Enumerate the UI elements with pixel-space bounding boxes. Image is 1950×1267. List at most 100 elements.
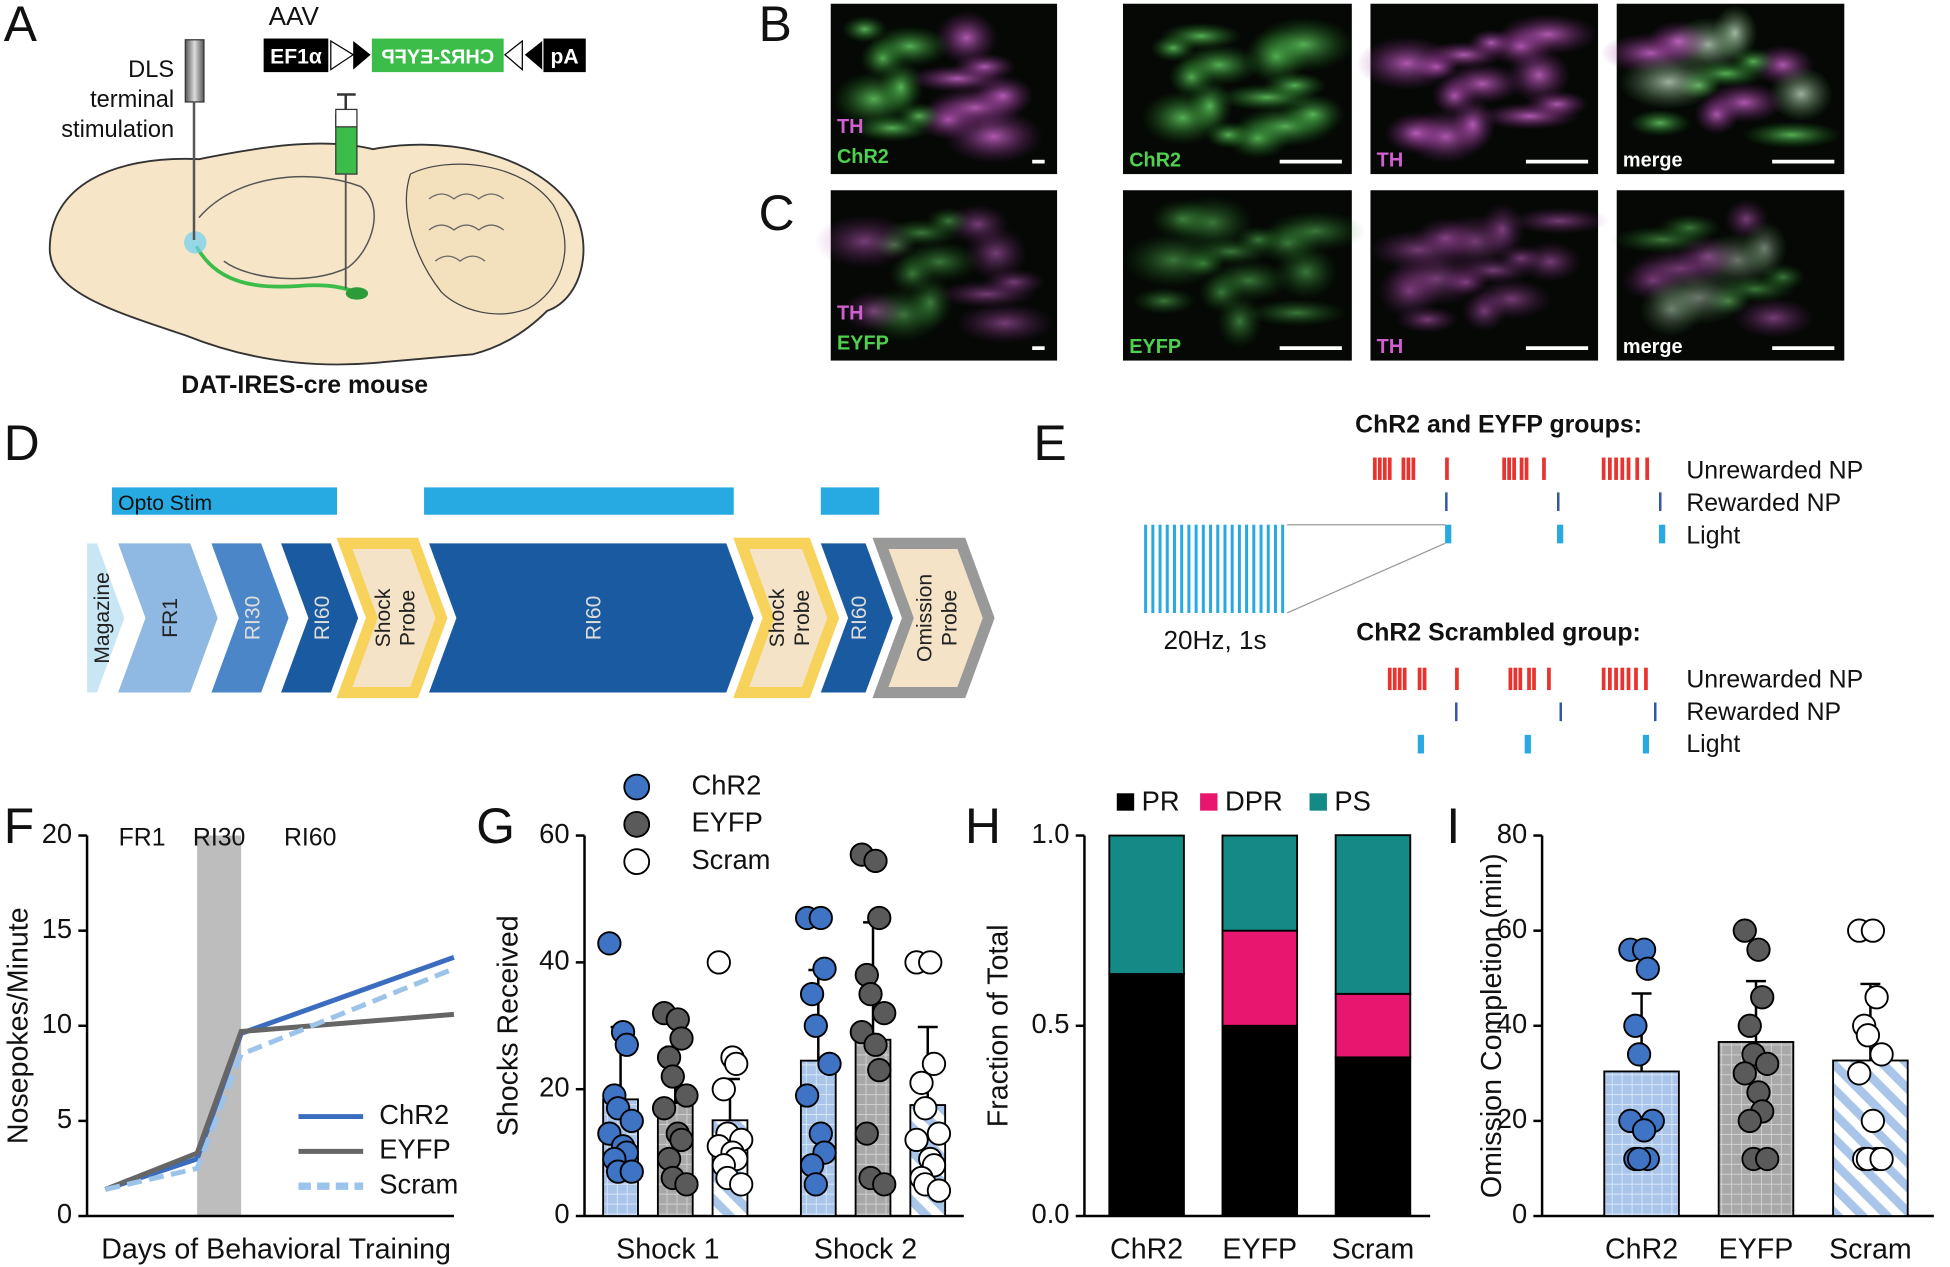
data-point bbox=[817, 1051, 842, 1076]
rewarded-np bbox=[1658, 492, 1662, 512]
phase-shade bbox=[197, 835, 242, 1217]
legend-label: ChR2 bbox=[691, 769, 761, 800]
stage-label: Probe bbox=[938, 590, 961, 646]
data-point bbox=[863, 1032, 888, 1057]
data-point bbox=[808, 905, 833, 931]
fluorescence bbox=[896, 102, 942, 130]
brain-structure bbox=[198, 175, 375, 280]
group-title: ChR2 and EYFP groups: bbox=[1355, 411, 1642, 439]
syringe-barrel-top bbox=[335, 108, 358, 128]
data-point bbox=[1869, 1146, 1894, 1172]
panel-letter: C bbox=[759, 185, 795, 241]
data-point bbox=[799, 981, 825, 1007]
fluorescence bbox=[1280, 94, 1345, 135]
promoter-label: EF1α bbox=[270, 45, 322, 68]
light-pulse bbox=[1658, 524, 1666, 544]
burst-pulse bbox=[1209, 524, 1213, 613]
channel-label: merge bbox=[1623, 150, 1683, 172]
data-point bbox=[1746, 937, 1771, 962]
fluorescence bbox=[842, 290, 906, 332]
lox-site bbox=[503, 39, 523, 71]
rewarded-np bbox=[1557, 492, 1560, 512]
unrewarded-np bbox=[1377, 457, 1382, 480]
row-label: Light bbox=[1686, 521, 1740, 549]
fluorescence bbox=[971, 75, 1035, 117]
data-point bbox=[706, 950, 731, 975]
insert-label: CHR2-EYFP bbox=[381, 46, 494, 68]
fluorescence bbox=[814, 214, 915, 269]
burst-pulse bbox=[1216, 524, 1220, 613]
fluorescence bbox=[1618, 54, 1720, 110]
polya-label: pA bbox=[551, 45, 579, 68]
legend-label: EYFP bbox=[691, 807, 762, 838]
data-point bbox=[926, 1178, 952, 1203]
light-pulse bbox=[1417, 734, 1424, 754]
phase-label: FR1 bbox=[119, 823, 166, 851]
fluorescence bbox=[982, 268, 1046, 296]
stage-label: Probe bbox=[791, 590, 814, 646]
panel-letter: I bbox=[1446, 798, 1460, 854]
overview-label: EYFP bbox=[837, 332, 889, 354]
channel-label: TH bbox=[1377, 336, 1404, 358]
unrewarded-np bbox=[1513, 667, 1518, 691]
fluorescence bbox=[1732, 297, 1815, 339]
fluorescence bbox=[1769, 66, 1833, 122]
x-tick-label: Shock 1 bbox=[616, 1233, 719, 1265]
data-point bbox=[913, 1096, 938, 1121]
data-point bbox=[1732, 918, 1757, 943]
panel-letter: D bbox=[4, 415, 40, 471]
fluorescence bbox=[1648, 270, 1749, 325]
micrographs: TH ChR2 ChR2 TH merge TH EYFP EYFP TH merge bbox=[814, 3, 1845, 361]
rewarded-np bbox=[1445, 492, 1448, 512]
channel-label: ChR2 bbox=[1129, 150, 1181, 172]
data-point bbox=[1869, 1042, 1894, 1067]
data-point bbox=[1847, 1061, 1872, 1086]
data-point bbox=[872, 1172, 897, 1197]
fluorescence bbox=[1497, 244, 1544, 273]
burst-pulse bbox=[1172, 524, 1176, 613]
unrewarded-np bbox=[1372, 457, 1377, 480]
y-axis-label: Nosepokes/Minute bbox=[2, 907, 34, 1144]
group-title: ChR2 Scrambled group: bbox=[1356, 618, 1641, 646]
stage-label: RI30 bbox=[241, 596, 264, 641]
fluorescence bbox=[1122, 232, 1224, 288]
data-point bbox=[872, 1000, 897, 1026]
phase-label: RI60 bbox=[284, 823, 337, 851]
unrewarded-np bbox=[1608, 667, 1612, 691]
panel-letter: A bbox=[4, 0, 38, 52]
panel-letter: G bbox=[476, 798, 515, 854]
y-tick-label: 0.5 bbox=[1031, 1008, 1069, 1039]
data-point bbox=[918, 950, 943, 975]
unrewarded-np bbox=[1507, 457, 1512, 480]
fluorescence bbox=[1356, 36, 1457, 91]
fluorescence bbox=[1253, 17, 1355, 72]
unrewarded-np bbox=[1524, 457, 1529, 480]
unrewarded-np bbox=[1402, 667, 1407, 691]
fluorescence bbox=[1470, 278, 1553, 320]
bar-segment bbox=[1221, 834, 1299, 932]
fluorescence bbox=[1235, 226, 1281, 254]
unrewarded-np bbox=[1392, 667, 1397, 691]
overview-label: TH bbox=[837, 116, 864, 138]
data-point bbox=[812, 956, 837, 981]
data-point bbox=[674, 1172, 699, 1197]
unrewarded-np bbox=[1542, 457, 1546, 480]
unrewarded-np bbox=[1422, 667, 1427, 691]
fluorescence bbox=[1760, 263, 1806, 291]
y-tick-label: 60 bbox=[1497, 913, 1527, 944]
light-pulse bbox=[1557, 524, 1564, 544]
unrewarded-np bbox=[1382, 457, 1387, 480]
data-point bbox=[794, 1083, 820, 1108]
fluorescence bbox=[878, 59, 924, 115]
legend-marker bbox=[623, 773, 651, 801]
bar bbox=[1603, 1070, 1680, 1217]
unrewarded-np bbox=[1644, 667, 1648, 691]
stage-chevron bbox=[820, 543, 893, 693]
stage-label: Shock bbox=[372, 588, 395, 647]
cerebellum bbox=[405, 163, 566, 315]
data-point bbox=[1737, 1013, 1762, 1038]
stage-chevron bbox=[429, 543, 754, 693]
fluorescence bbox=[898, 241, 981, 283]
fluorescence bbox=[1413, 217, 1478, 259]
